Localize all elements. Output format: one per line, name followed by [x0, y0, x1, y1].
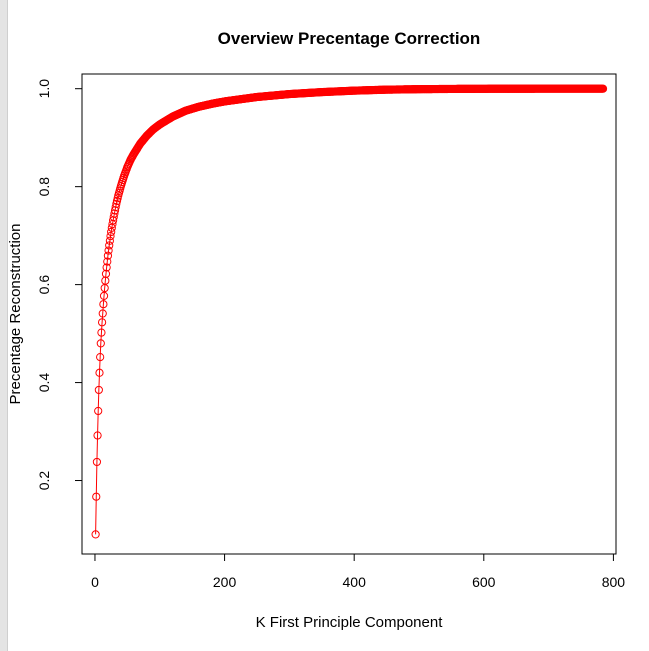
y-tick-label: 0.2: [36, 471, 52, 491]
data-point: [95, 368, 104, 377]
x-tick-label: 600: [472, 574, 496, 590]
data-point: [97, 318, 107, 327]
data-point: [105, 241, 114, 250]
chart-title: Overview Precentage Correction: [218, 29, 481, 48]
window-left-edge: [0, 0, 7, 651]
plot-box: [81, 73, 617, 555]
data-point: [91, 530, 100, 539]
data-point: [111, 202, 120, 212]
data-point: [106, 232, 115, 241]
data-point: [598, 84, 608, 93]
data-point: [98, 309, 107, 318]
data-point: [103, 257, 112, 266]
y-axis: 0.2 0.4 0.6 0.8 1.0: [36, 79, 83, 491]
y-tick-label: 0.4: [36, 373, 52, 393]
y-tick-label: 0.8: [36, 177, 52, 197]
y-tick-label: 0.6: [36, 275, 52, 295]
series-line: [95, 88, 604, 535]
data-point: [97, 328, 106, 337]
data-point: [107, 227, 116, 237]
data-point: [92, 457, 102, 467]
data-point: [96, 353, 105, 362]
window-left-edge-border: [7, 0, 8, 651]
data-point: [96, 339, 105, 348]
data-point: [93, 431, 102, 440]
data-point: [99, 300, 108, 309]
x-axis-label: K First Principle Component: [256, 614, 444, 631]
data-point: [99, 291, 109, 300]
data-point: [105, 236, 114, 245]
data-point: [104, 246, 113, 255]
data-point: [94, 406, 103, 416]
data-point: [94, 385, 103, 395]
data-point: [103, 251, 113, 260]
data-point: [92, 492, 101, 501]
data-point: [102, 263, 111, 272]
x-tick-label: 400: [343, 574, 367, 590]
x-tick-label: 200: [213, 574, 237, 590]
x-tick-label: 800: [602, 574, 626, 590]
y-axis-label: Precentage Reconstruction: [7, 224, 24, 405]
x-tick-label: 0: [91, 574, 99, 590]
x-axis: 0 200 400 600 800: [91, 553, 626, 590]
series-layer: [91, 84, 608, 539]
data-point: [101, 269, 111, 278]
y-tick-label: 1.0: [36, 79, 52, 99]
